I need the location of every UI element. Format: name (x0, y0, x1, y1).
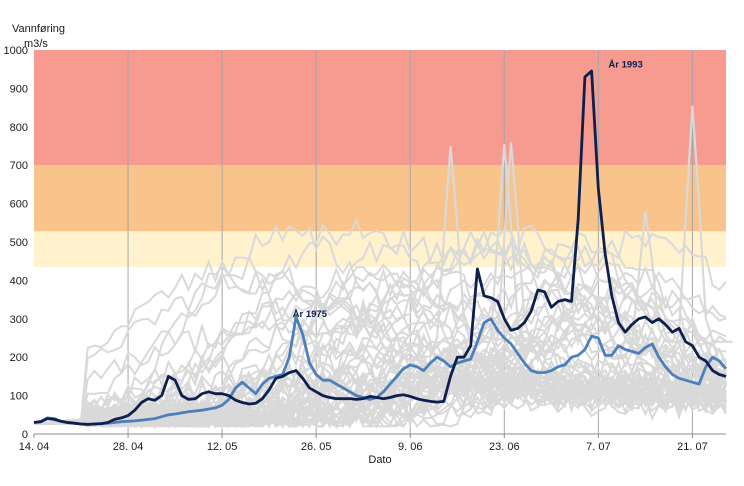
background-year-line (33, 270, 727, 425)
x-tick-label: 14. 04 (19, 441, 50, 453)
background-year-line (33, 301, 727, 430)
x-tick-label: 7. 07 (586, 441, 610, 453)
y-tick-label: 200 (10, 352, 28, 364)
other-years-lines (33, 105, 733, 430)
annotation-label: År 1975 (293, 309, 328, 320)
x-tick-label: 9. 06 (398, 441, 422, 453)
y-tick-label: 600 (10, 199, 28, 211)
y-axis-label-line2: m3/s (24, 38, 48, 50)
y-tick-label: 100 (10, 391, 28, 403)
x-tick-label: 12. 05 (207, 441, 238, 453)
highlight-series (33, 69, 728, 426)
y-tick-label: 900 (10, 83, 28, 95)
x-tick-label: 28. 04 (113, 441, 144, 453)
series-line-År-1993 (33, 69, 727, 426)
x-tick-label: 21. 07 (677, 441, 708, 453)
annotations: År 1993 År 1975 (293, 59, 643, 320)
x-tick-label: 26. 05 (301, 441, 332, 453)
y-axis-label-line1: Vannføring (12, 23, 65, 35)
y-tick-label: 400 (10, 275, 28, 287)
band-2 (34, 50, 726, 166)
y-tick-label: 800 (10, 122, 28, 134)
series-line-År-1975 (33, 315, 728, 426)
background-year-line (33, 296, 727, 428)
x-tick-label: 23. 06 (489, 441, 520, 453)
background-year-line (33, 319, 727, 425)
y-tick-label: 700 (10, 160, 28, 172)
x-axis-label: Dato (368, 454, 391, 466)
y-tick-label: 300 (10, 314, 28, 326)
background-year-line (33, 293, 727, 425)
x-axis-ticks: 14. 04 28. 04 12. 05 26. 05 9. 06 23. 06 7. 07… (19, 434, 708, 453)
background-year-line (33, 291, 727, 425)
background-peak-line (605, 211, 686, 359)
y-tick-label: 500 (10, 237, 28, 249)
y-tick-label: 0 (22, 429, 28, 441)
band-1 (34, 165, 726, 232)
y-axis-ticks: 0 100 200 300 400 500 600 700 800 900 1000 (4, 45, 28, 441)
flood-level-bands (34, 50, 726, 267)
y-tick-label: 1000 (4, 45, 28, 57)
annotation-label: År 1993 (608, 59, 642, 70)
background-peak-line (652, 105, 733, 359)
background-peak-line (470, 142, 552, 359)
background-year-line (33, 369, 727, 426)
band-0 (34, 231, 726, 267)
background-year-line (33, 341, 727, 430)
